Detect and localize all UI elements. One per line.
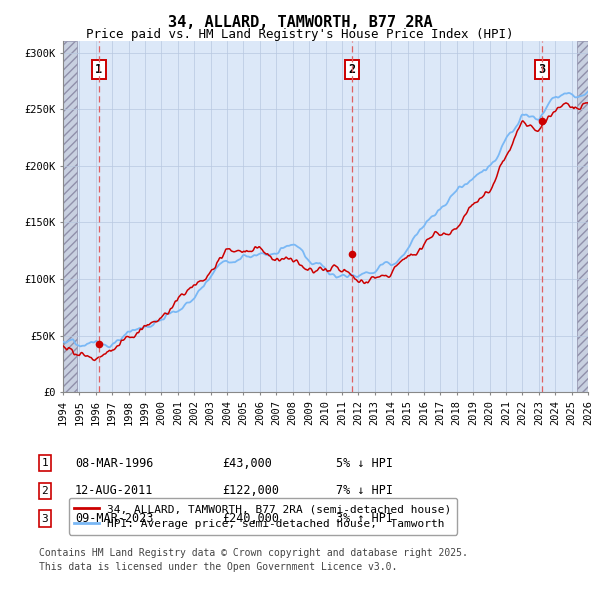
Text: £240,000: £240,000 xyxy=(222,512,279,525)
Bar xyxy=(577,41,589,392)
Text: 3: 3 xyxy=(538,63,545,76)
Bar xyxy=(63,41,77,392)
Text: 12-AUG-2011: 12-AUG-2011 xyxy=(75,484,154,497)
Text: £43,000: £43,000 xyxy=(222,457,272,470)
Text: 1: 1 xyxy=(95,63,103,76)
Legend: 34, ALLARD, TAMWORTH, B77 2RA (semi-detached house), HPI: Average price, semi-de: 34, ALLARD, TAMWORTH, B77 2RA (semi-deta… xyxy=(68,498,457,535)
Text: 08-MAR-1996: 08-MAR-1996 xyxy=(75,457,154,470)
Text: 3% ↑ HPI: 3% ↑ HPI xyxy=(336,512,393,525)
Text: 1: 1 xyxy=(41,458,49,468)
Text: 7% ↓ HPI: 7% ↓ HPI xyxy=(336,484,393,497)
Text: Price paid vs. HM Land Registry's House Price Index (HPI): Price paid vs. HM Land Registry's House … xyxy=(86,28,514,41)
Text: £122,000: £122,000 xyxy=(222,484,279,497)
Text: Contains HM Land Registry data © Crown copyright and database right 2025.: Contains HM Land Registry data © Crown c… xyxy=(39,548,468,558)
Text: 2: 2 xyxy=(349,63,356,76)
Text: This data is licensed under the Open Government Licence v3.0.: This data is licensed under the Open Gov… xyxy=(39,562,397,572)
Text: 3: 3 xyxy=(41,514,49,523)
Text: 09-MAR-2023: 09-MAR-2023 xyxy=(75,512,154,525)
Text: 34, ALLARD, TAMWORTH, B77 2RA: 34, ALLARD, TAMWORTH, B77 2RA xyxy=(167,15,433,30)
Text: 2: 2 xyxy=(41,486,49,496)
Text: 5% ↓ HPI: 5% ↓ HPI xyxy=(336,457,393,470)
